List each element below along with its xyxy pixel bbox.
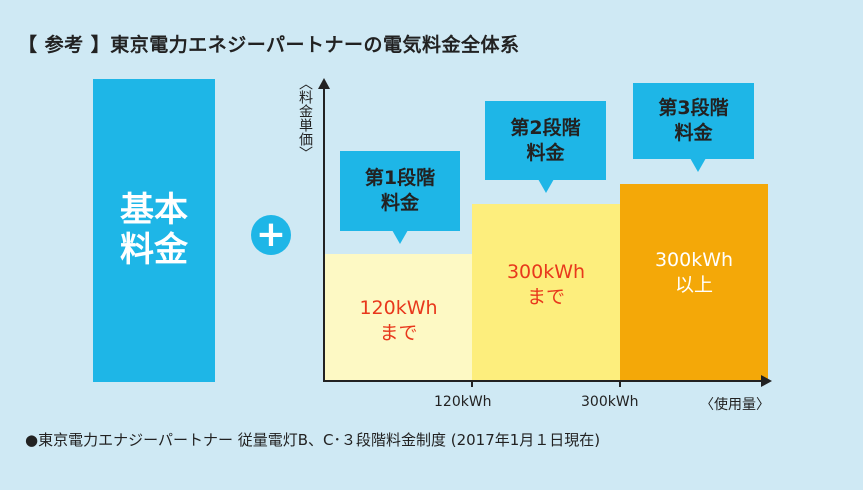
tier-3-callout: 第3段階 料金 xyxy=(633,83,754,172)
tier-3-block: 300kWh 以上 xyxy=(620,184,768,380)
x-tick-label-300: 300kWh xyxy=(581,394,639,410)
base-charge-box: 基本 料金 xyxy=(93,79,215,382)
tier-1-block: 120kWh まで xyxy=(325,254,472,380)
tier-3-range: 300kWh 以上 xyxy=(654,249,734,296)
tier-2-block: 300kWh まで xyxy=(472,204,620,380)
x-axis-end-label: 〈使用量〉 xyxy=(700,397,770,413)
tier-1-callout: 第1段階 料金 xyxy=(340,151,460,244)
tier-2-range: 300kWh まで xyxy=(506,261,586,308)
tier-1-range: 120kWh まで xyxy=(359,297,438,344)
y-axis-label: 〈料金単価〉 xyxy=(297,76,313,160)
y-axis-arrow xyxy=(318,78,330,89)
tier-2-callout: 第2段階 料金 xyxy=(485,101,606,193)
y-axis-line xyxy=(323,88,325,382)
diagram-title: 【 参考 】東京電力エネジーパートナーの電気料金全体系 xyxy=(18,34,520,56)
plus-icon: + xyxy=(251,215,291,255)
footnote: ●東京電力エナジーパートナー 従量電灯B、C･３段階料金制度 (2017年1月１… xyxy=(25,431,601,449)
x-tick-120 xyxy=(471,380,473,387)
x-axis-arrow xyxy=(761,375,772,387)
x-axis-line xyxy=(323,380,763,382)
x-tick-label-120: 120kWh xyxy=(434,394,492,410)
x-tick-300 xyxy=(619,380,621,387)
